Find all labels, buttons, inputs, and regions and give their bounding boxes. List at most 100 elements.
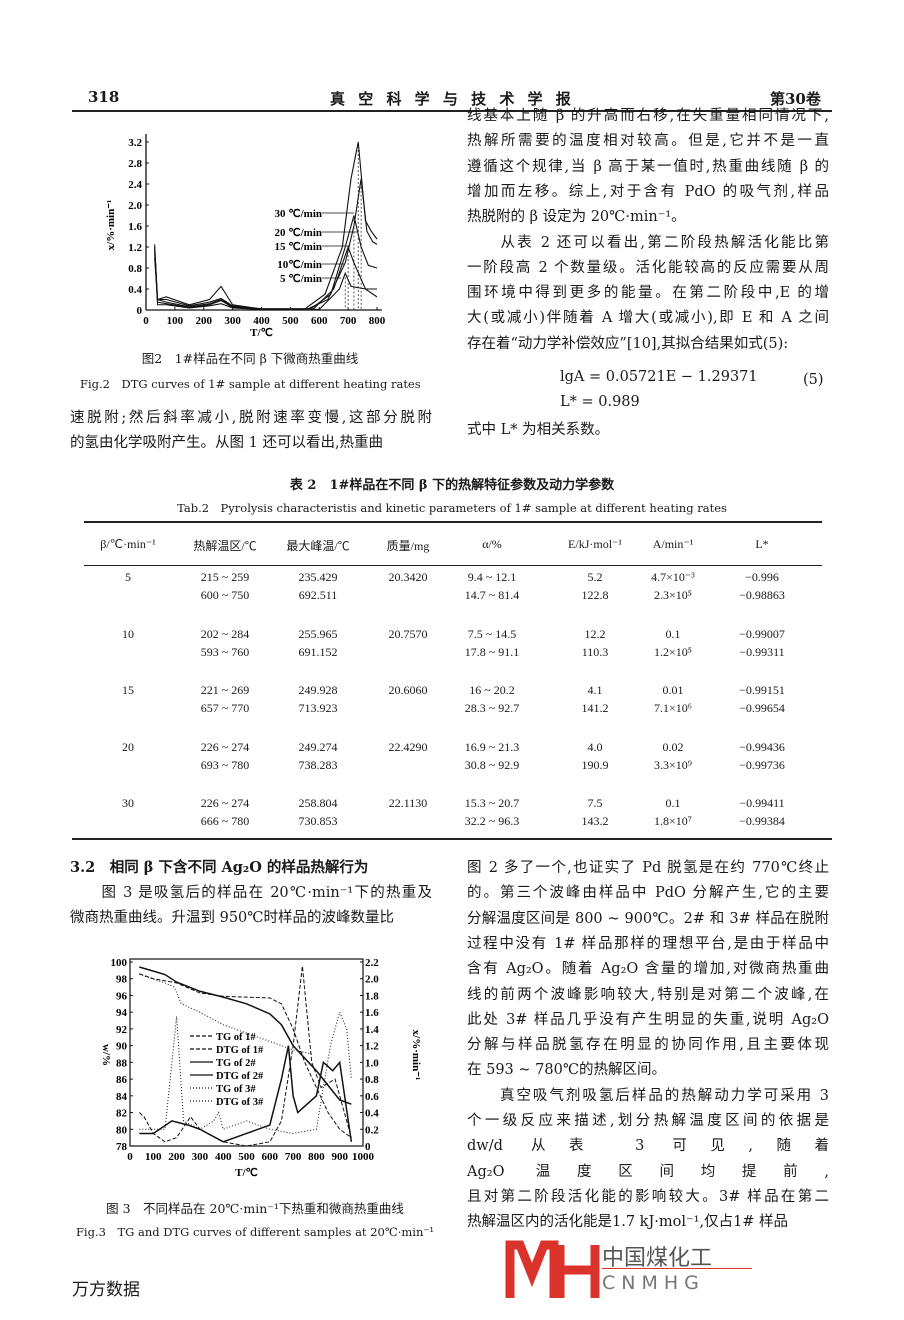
- table-column-header: E/kJ·mol⁻¹: [568, 537, 622, 551]
- table-cell: −0.99151: [739, 683, 785, 697]
- table-cell: 226 ~ 274: [200, 739, 250, 754]
- table-cell: 3.3×10⁹: [654, 757, 692, 772]
- y-tick-label: 0.4: [128, 284, 142, 296]
- table-cell: 0.01: [662, 683, 684, 697]
- y-tick-label: 90: [116, 1041, 128, 1053]
- table-cell-beta: 20: [122, 739, 134, 754]
- text-line: 图 3 是吸氢后的样品在 20℃·min⁻¹下的热重及: [70, 885, 432, 901]
- table-cell: −0.996: [745, 570, 779, 584]
- table-cell: 110.3: [581, 644, 609, 659]
- table-cell: 143.2: [581, 814, 609, 828]
- figure-2-dtg-chart: 0 100 200 300 400 500 600 700 800 0 0.4 0.8 1.2 1.6 2.…: [105, 134, 386, 339]
- text-line: 的氢由化学吸附产生。从图 1 还可以看出,热重曲: [70, 435, 384, 451]
- table-cell-mass: 22.1130: [388, 796, 428, 810]
- x-tick-label: 100: [145, 1151, 162, 1163]
- table-cell: 600 ~ 750: [200, 588, 250, 602]
- watermark-en: CNMHG: [602, 1272, 705, 1294]
- header-rule: [72, 110, 832, 112]
- series-line: [154, 244, 378, 311]
- series-label: 20 ℃/min: [275, 227, 323, 239]
- series-line: [139, 1010, 352, 1134]
- table-cell: −0.99384: [739, 814, 785, 828]
- text-line: 过程中没有 1# 样品那样的理想平台,是由于样品中: [467, 935, 829, 952]
- table-cell: −0.99411: [739, 796, 785, 810]
- y-axis-label: x/%·min⁻¹: [105, 200, 117, 251]
- x-tick-label: 600: [311, 315, 328, 327]
- legend-label: DTG of 3#: [216, 1097, 264, 1108]
- y-tick-label: 2.0: [128, 200, 142, 212]
- text-line: 微商热重曲线。升温到 950℃时样品的波峰数量比: [70, 910, 395, 926]
- table-cell: 0.1: [665, 626, 681, 641]
- y2-tick-label: 1.2: [365, 1041, 379, 1053]
- table-column-header: 热解温区/℃: [193, 539, 257, 553]
- y-tick-label: 1.6: [128, 221, 142, 233]
- x-tick-label: 700: [285, 1151, 302, 1163]
- table-cell: 215 ~ 259: [200, 570, 250, 584]
- x-tick-label: 200: [196, 315, 213, 327]
- series-line: [139, 1045, 353, 1143]
- x-tick-label: 400: [253, 315, 270, 327]
- table-header-rule: [84, 565, 822, 566]
- table-cell: 666 ~ 780: [200, 814, 250, 828]
- section-heading: 3.2 相同 β 下含不同 Ag₂O 的样品热解行为: [70, 859, 369, 876]
- y-tick-label: 82: [116, 1108, 128, 1120]
- text-line: 围环境中得到更多的能量。在第二阶段中,E 的增: [467, 285, 829, 302]
- table-cell: 7.1×10⁶: [654, 701, 692, 715]
- table-cell-beta: 15: [122, 683, 134, 697]
- y-tick-label: 86: [116, 1074, 128, 1086]
- y-tick-label: 0.8: [128, 263, 142, 275]
- page-number: 318: [88, 88, 120, 106]
- text-line: 线的前两个波峰影响较大,特别是对第二个波峰,在: [467, 986, 829, 1003]
- x-tick-label: 300: [192, 1151, 209, 1163]
- table-cell: −0.99007: [739, 626, 785, 641]
- x-tick-label: 400: [215, 1151, 232, 1163]
- table-cell-mass: 20.7570: [388, 626, 428, 641]
- y2-tick-label: 1.4: [365, 1024, 379, 1036]
- legend-label: TG of 3#: [216, 1084, 256, 1095]
- y-tick-label: 92: [116, 1024, 128, 1036]
- text-line: 线基本上随 β 的升高而右移,在失重量相同情况下,: [467, 108, 829, 124]
- x-tick-label: 800: [308, 1151, 325, 1163]
- table-cell: 1.2×10⁵: [654, 644, 692, 659]
- text-line: 热解所需要的温度相对较高。但是,它并不是一直: [467, 133, 829, 150]
- x-tick-label: 800: [369, 315, 386, 327]
- footer-watermark: 万方数据: [72, 1280, 140, 1300]
- legend-label: DTG of 2#: [216, 1071, 264, 1082]
- y2-tick-label: 0.2: [365, 1124, 379, 1136]
- table-cell: 249.928: [298, 683, 338, 697]
- table-column-header: 最大峰温/℃: [286, 539, 350, 553]
- x-tick-label: 100: [167, 315, 184, 327]
- x-tick-label: 900: [331, 1151, 348, 1163]
- x-tick-label: 700: [340, 315, 357, 327]
- text-line: 存在着“动力学补偿效应”[10],其拟合结果如式(5):: [467, 335, 789, 352]
- equation-number: (5): [803, 372, 824, 388]
- text-line: 遵循这个规律,当 β 高于某一值时,热重曲线随 β 的: [467, 158, 829, 175]
- table-cell: 122.8: [581, 588, 609, 602]
- text-line: 从表 2 还可以看出,第二阶段热解活化能比第: [467, 234, 829, 251]
- fig3-caption-en: Fig.3 TG and DTG curves of different sam…: [75, 1225, 435, 1239]
- watermark-logo: 中国煤化工 CNMHG: [505, 1240, 835, 1302]
- x-axis-label: T/℃: [250, 327, 273, 339]
- table-cell: 5.2: [587, 570, 603, 584]
- table-cell: 17.8 ~ 91.1: [464, 644, 520, 659]
- equation-correlation: L* = 0.989: [560, 394, 640, 410]
- equation-5: lgA = 0.05721E − 1.29371: [560, 369, 758, 385]
- table-cell: 4.7×10⁻³: [651, 570, 695, 584]
- y-tick-label: 84: [116, 1091, 128, 1103]
- text-line: dw/d 从表 3 可见,随着: [467, 1138, 829, 1155]
- series-line: [139, 973, 352, 1139]
- table-cell: 258.804: [298, 796, 338, 810]
- table-cell: 255.965: [298, 626, 338, 641]
- table-cell: 28.3 ~ 92.7: [464, 701, 520, 715]
- y2-tick-label: 0.4: [365, 1108, 379, 1120]
- table-column-header: A/min⁻¹: [652, 537, 694, 551]
- text-line: 分解与样品脱氢存在明显的协同作用,且主要体现: [467, 1037, 829, 1054]
- table-cell: −0.98863: [739, 588, 785, 602]
- x-tick-label: 200: [168, 1151, 185, 1163]
- y2-axis-label: x/%·min⁻¹: [410, 1030, 422, 1081]
- text-line: 热解温区内的活化能是1.7 kJ·mol⁻¹,仅占1# 样品: [467, 1214, 789, 1231]
- table-cell: 16 ~ 20.2: [469, 683, 515, 697]
- table-cell: 7.5: [587, 796, 603, 810]
- table-cell: 249.274: [298, 739, 338, 754]
- x-tick-label: 300: [224, 315, 241, 327]
